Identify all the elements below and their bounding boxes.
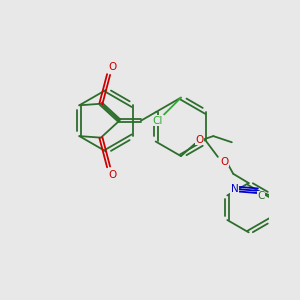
Text: N: N	[231, 184, 239, 194]
Text: Cl: Cl	[153, 116, 163, 126]
Text: O: O	[195, 135, 204, 145]
Text: O: O	[108, 62, 117, 72]
Text: O: O	[108, 169, 117, 180]
Text: O: O	[220, 157, 228, 166]
Text: C: C	[257, 191, 265, 201]
